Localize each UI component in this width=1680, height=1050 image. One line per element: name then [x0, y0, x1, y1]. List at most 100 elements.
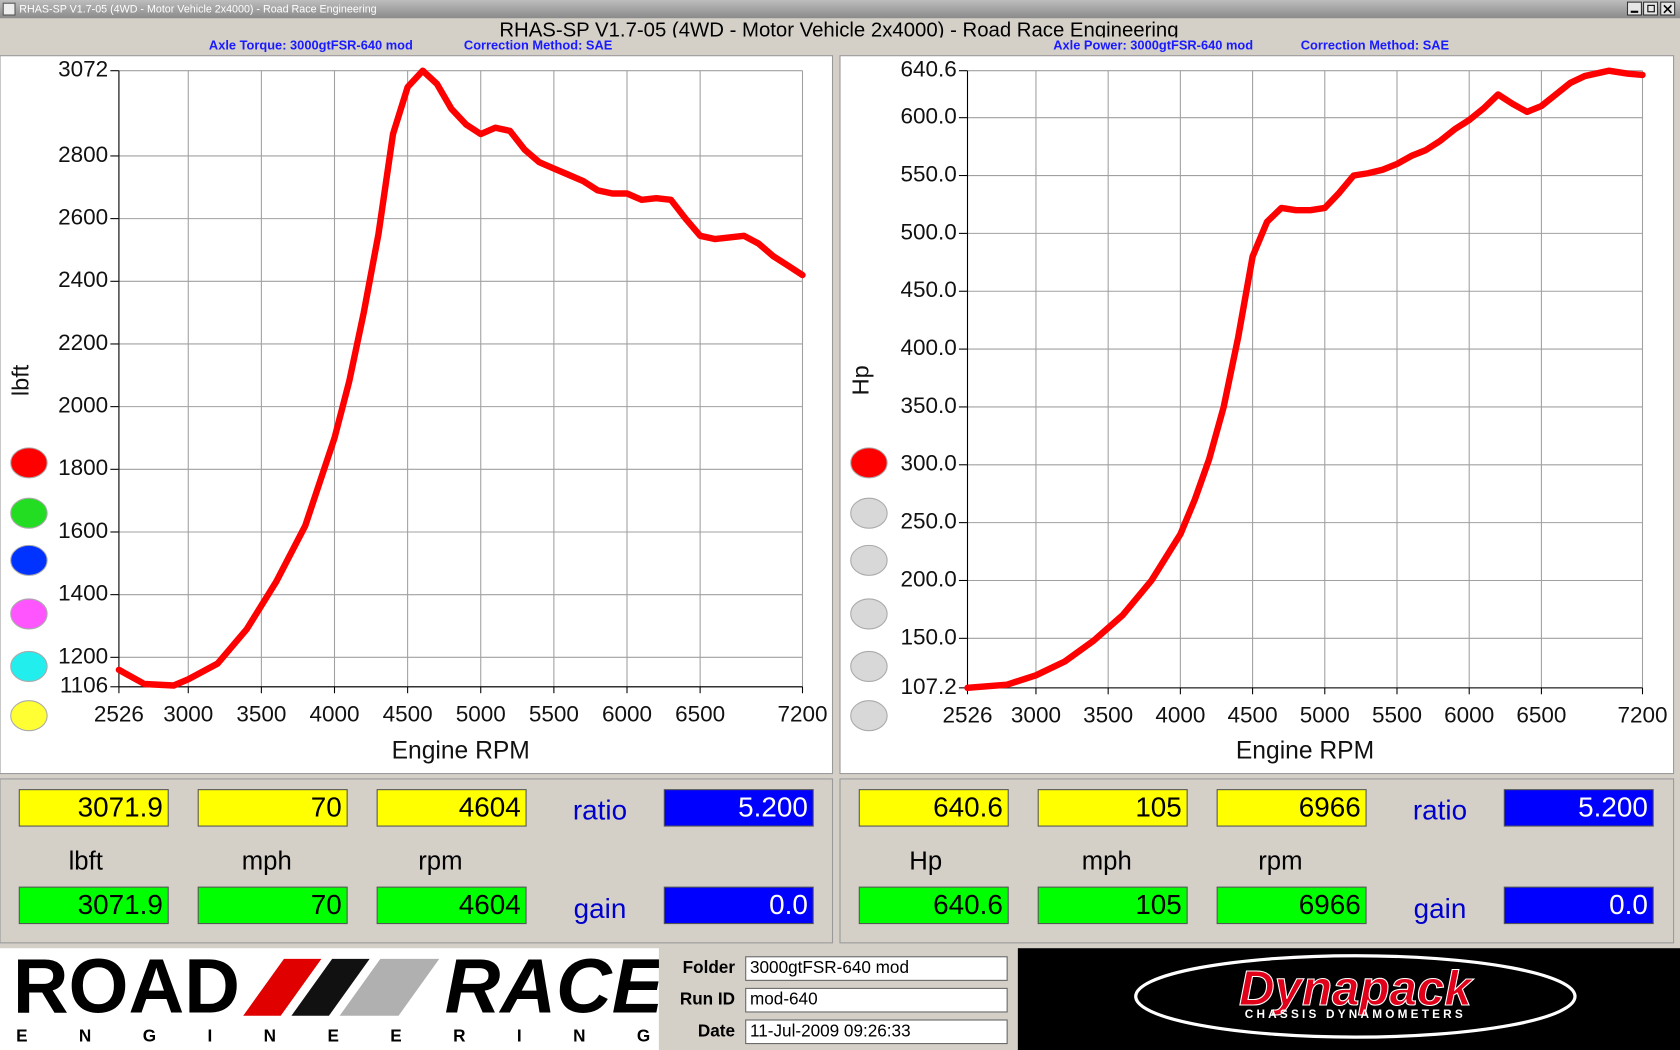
ratio-box-value: 5.200	[1578, 791, 1648, 822]
title-bar	[0, 0, 1680, 19]
run-dot[interactable]	[850, 700, 888, 732]
field-value: mod-640	[750, 989, 818, 1009]
readout-box	[18, 789, 169, 827]
brand-name: Dynapack	[1239, 961, 1474, 1016]
run-dot[interactable]	[850, 598, 888, 630]
x-tick-label: 4500	[1228, 703, 1278, 728]
chart-panel	[839, 55, 1675, 775]
field-label: Date	[698, 1020, 735, 1040]
ratio-label: ratio	[573, 795, 627, 826]
y-tick-label: 1400	[58, 581, 108, 606]
readout-box	[858, 789, 1009, 827]
logo-stripe	[339, 958, 440, 1016]
x-tick-label: 6500	[1516, 703, 1566, 728]
readout-label: mph	[1082, 847, 1132, 875]
logo-stripe	[291, 958, 370, 1016]
readout-label: rpm	[418, 847, 462, 875]
readout-box	[1037, 886, 1188, 925]
gain-box	[663, 886, 814, 925]
readout-box-value: 6966	[1299, 791, 1361, 822]
readout-box-value: 3071.9	[78, 889, 163, 920]
y-axis-label: lbft	[8, 364, 34, 396]
run-dot[interactable]	[850, 447, 888, 479]
run-dot[interactable]	[850, 497, 888, 529]
x-tick-label: 3500	[1083, 703, 1133, 728]
readout-box-value: 105	[1135, 791, 1181, 822]
readout-box	[197, 886, 348, 925]
run-dot[interactable]	[10, 447, 48, 479]
maximize-button[interactable]	[1643, 1, 1659, 16]
y-tick-label: 2800	[58, 142, 108, 167]
y-tick-label: 1600	[58, 518, 108, 543]
readout-label: lbft	[69, 847, 103, 875]
readout-box-value: 4604	[459, 889, 521, 920]
y-tick-label: 500.0	[900, 219, 956, 244]
x-axis-label: Engine RPM	[1236, 738, 1374, 765]
readout-box	[18, 886, 169, 925]
window-buttons	[1626, 1, 1676, 16]
field-label: Folder	[683, 957, 736, 977]
readout-box-value: 640.6	[933, 889, 1003, 920]
readout-box-value: 70	[311, 791, 342, 822]
run-dot[interactable]	[10, 497, 48, 529]
run-dot[interactable]	[10, 598, 48, 630]
x-tick-label: 2526	[94, 702, 144, 727]
y-tick-label: 350.0	[900, 393, 956, 418]
x-tick-label: 5500	[1372, 703, 1422, 728]
y-tick-label: 250.0	[900, 509, 956, 534]
x-tick-label: 6500	[675, 702, 725, 727]
gain-box-value: 0.0	[769, 889, 808, 920]
y-tick-label: 400.0	[900, 335, 956, 360]
run-dot[interactable]	[10, 650, 48, 682]
logo-stripe	[243, 958, 322, 1016]
ratio-label: ratio	[1413, 795, 1467, 826]
brand-area	[1017, 948, 1680, 1050]
ratio-box	[663, 789, 814, 827]
y-tick-label: 550.0	[900, 161, 956, 186]
x-tick-label: 4500	[383, 702, 433, 727]
x-tick-label: 7200	[1617, 703, 1667, 728]
subtitle-bar	[0, 37, 1680, 56]
run-dot[interactable]	[10, 544, 48, 576]
field-box	[745, 1019, 1008, 1045]
gain-box-value: 0.0	[1609, 889, 1648, 920]
readout-box-value: 640.6	[933, 791, 1003, 822]
readout-box	[376, 886, 527, 925]
y-tick-label: 2000	[58, 393, 108, 418]
minimize-button[interactable]	[1626, 1, 1642, 16]
readout-label: rpm	[1258, 847, 1302, 875]
run-dot[interactable]	[850, 650, 888, 682]
y-tick-label: 640.6	[900, 57, 956, 82]
header-title: RHAS-SP V1.7-05 (4WD - Motor Vehicle 2x4…	[499, 19, 1178, 41]
y-tick-label: 1800	[58, 455, 108, 480]
y-tick-label: 300.0	[900, 451, 956, 476]
x-tick-label: 4000	[1155, 703, 1205, 728]
run-dot[interactable]	[850, 544, 888, 576]
y-tick-label: 2200	[58, 330, 108, 355]
y-tick-label: 2600	[58, 205, 108, 230]
readout-label: Hp	[909, 847, 942, 875]
x-tick-label: 5500	[529, 702, 579, 727]
readout-box	[1216, 886, 1367, 925]
x-tick-label: 7200	[777, 702, 827, 727]
field-label: Run ID	[680, 989, 735, 1009]
x-tick-label: 5000	[456, 702, 506, 727]
readout-box-value: 3071.9	[78, 791, 163, 822]
run-dot[interactable]	[10, 700, 48, 732]
gain-label: gain	[1414, 893, 1467, 924]
data-line	[964, 67, 1646, 692]
window-title: RHAS-SP V1.7-05 (4WD - Motor Vehicle 2x4…	[19, 3, 376, 15]
y-tick-label: 450.0	[900, 277, 956, 302]
y-tick-label: 600.0	[900, 104, 956, 129]
data-line	[115, 67, 806, 689]
readout-box	[197, 789, 348, 827]
y-tick-label: 150.0	[900, 624, 956, 649]
gain-label: gain	[574, 893, 627, 924]
logo-word: ROAD	[13, 944, 240, 1030]
chart-subtitle: Axle Torque: 3000gtFSR-640 mod	[209, 37, 413, 52]
x-axis-label: Engine RPM	[392, 738, 530, 765]
x-tick-label: 2526	[942, 703, 992, 728]
readout-box-value: 6966	[1299, 889, 1361, 920]
field-box	[745, 987, 1008, 1013]
